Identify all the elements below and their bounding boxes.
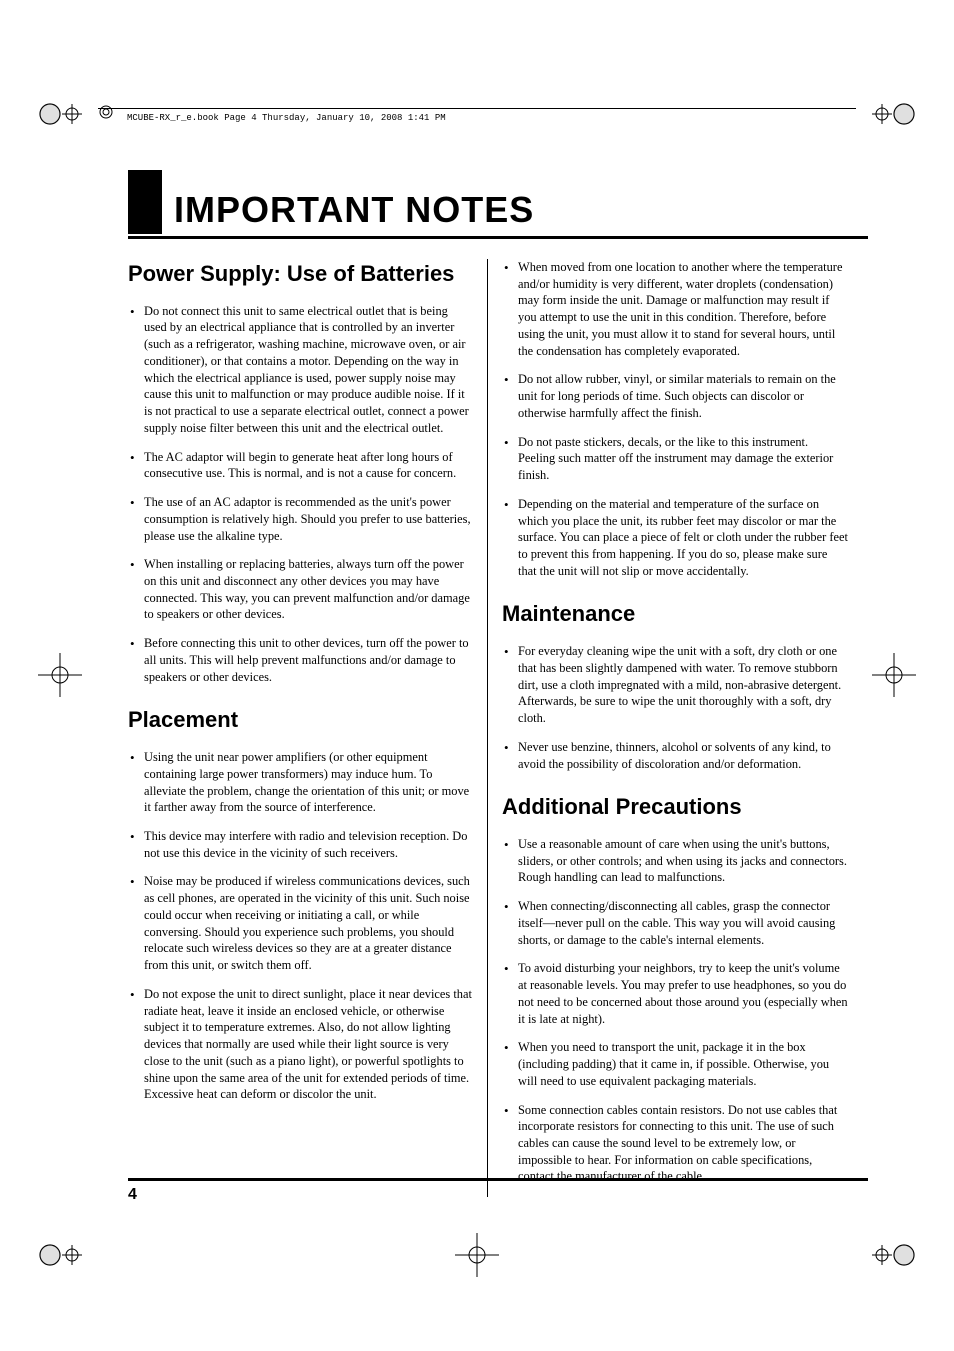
list-item: For everyday cleaning wipe the unit with…: [502, 643, 848, 727]
header-spiral-icon: [98, 104, 114, 120]
right-column: When moved from one location to another …: [488, 259, 848, 1197]
list-item: Never use benzine, thinners, alcohol or …: [502, 739, 848, 772]
section-heading: Maintenance: [502, 599, 848, 629]
list-item: Depending on the material and temperatur…: [502, 496, 848, 580]
list-item: Using the unit near power amplifiers (or…: [128, 749, 473, 816]
list-item: Do not connect this unit to same electri…: [128, 303, 473, 437]
list-item: Do not paste stickers, decals, or the li…: [502, 434, 848, 484]
title-black-tab: [128, 170, 162, 234]
two-column-layout: Power Supply: Use of Batteries Do not con…: [128, 259, 868, 1197]
bullet-list: Do not connect this unit to same electri…: [128, 303, 473, 686]
bullet-list: Use a reasonable amount of care when usi…: [502, 836, 848, 1185]
list-item: When you need to transport the unit, pac…: [502, 1039, 848, 1089]
title-rule: [128, 236, 868, 239]
list-item: Before connecting this unit to other dev…: [128, 635, 473, 685]
list-item: When installing or replacing batteries, …: [128, 556, 473, 623]
list-item: Some connection cables contain resistors…: [502, 1102, 848, 1186]
bullet-list: When moved from one location to another …: [502, 259, 848, 579]
list-item: Do not allow rubber, vinyl, or similar m…: [502, 371, 848, 421]
crop-mark-middle-right: [872, 653, 916, 697]
crop-mark-bottom-left: [38, 1233, 82, 1277]
page-number: 4: [128, 1186, 137, 1204]
header-rule: [98, 108, 856, 109]
crop-mark-bottom-center: [455, 1233, 499, 1277]
main-title: IMPORTANT NOTES: [174, 192, 534, 234]
title-row: IMPORTANT NOTES: [128, 170, 868, 234]
list-item: Noise may be produced if wireless commun…: [128, 873, 473, 973]
list-item: Use a reasonable amount of care when usi…: [502, 836, 848, 886]
section-heading: Placement: [128, 705, 473, 735]
list-item: This device may interfere with radio and…: [128, 828, 473, 861]
crop-mark-top-right: [872, 92, 916, 136]
section-heading: Power Supply: Use of Batteries: [128, 259, 473, 289]
crop-mark-top-left: [38, 92, 82, 136]
crop-mark-bottom-right: [872, 1233, 916, 1277]
list-item: When moved from one location to another …: [502, 259, 848, 359]
crop-mark-middle-left: [38, 653, 82, 697]
bullet-list: Using the unit near power amplifiers (or…: [128, 749, 473, 1103]
list-item: When connecting/disconnecting all cables…: [502, 898, 848, 948]
section-heading: Additional Precautions: [502, 792, 848, 822]
left-column: Power Supply: Use of Batteries Do not con…: [128, 259, 488, 1197]
page-content: IMPORTANT NOTES Power Supply: Use of Bat…: [128, 170, 868, 1197]
page-header-meta: MCUBE-RX_r_e.book Page 4 Thursday, Janua…: [127, 113, 446, 123]
bullet-list: For everyday cleaning wipe the unit with…: [502, 643, 848, 772]
list-item: Do not expose the unit to direct sunligh…: [128, 986, 473, 1103]
list-item: To avoid disturbing your neighbors, try …: [502, 960, 848, 1027]
list-item: The AC adaptor will begin to generate he…: [128, 449, 473, 482]
footer-rule: [128, 1178, 868, 1181]
list-item: The use of an AC adaptor is recommended …: [128, 494, 473, 544]
